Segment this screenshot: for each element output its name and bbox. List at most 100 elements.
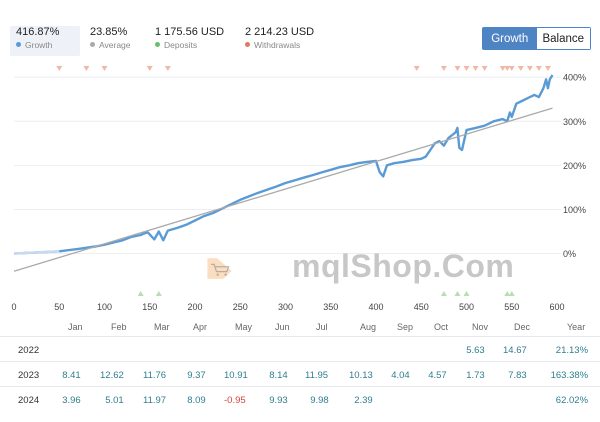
row-year: 2024 (18, 395, 40, 406)
y-tick-label: 0% (563, 249, 576, 259)
table-row: 2022 5.63 14.67 21.13% (0, 336, 600, 362)
withdrawals-dot-icon (245, 42, 250, 48)
chart-mode-toggle: Growth Balance (482, 27, 591, 50)
month-cell: 10.13 (349, 370, 373, 381)
month-cell: 11.76 (143, 370, 167, 381)
withdrawal-marker (56, 66, 63, 71)
stat-deposits-label: Deposits (155, 40, 197, 50)
month-cell: 5.63 (466, 345, 485, 356)
month-cell: 9.37 (187, 370, 206, 381)
stat-average[interactable]: 23.85% Average (90, 26, 150, 56)
month-cell: 7.83 (508, 370, 527, 381)
y-axis-ticks: 0% 100% 200% 300% 400% (563, 73, 586, 259)
stat-growth[interactable]: 416.87% Growth (10, 26, 80, 56)
x-tick-label: 150 (142, 302, 157, 312)
month-cell: 12.62 (100, 370, 124, 381)
x-tick-label: 500 (459, 302, 474, 312)
stat-growth-value: 416.87% (16, 26, 60, 38)
stat-withdrawals-label: Withdrawals (245, 40, 300, 50)
month-cell: -0.95 (224, 395, 246, 406)
deposit-marker (440, 291, 447, 296)
growth-line-early (13, 250, 60, 255)
withdrawal-marker (454, 66, 461, 71)
month-header-dec: Dec (514, 322, 531, 332)
withdrawal-marker (481, 66, 488, 71)
withdrawal-marker (164, 66, 171, 71)
growth-chart: 0% 100% 200% 300% 400% 0 50 100 150 200 250 300 350… (11, 66, 586, 312)
month-cell: 11.97 (143, 395, 167, 406)
deposit-marker (463, 291, 470, 296)
deposit-marker (504, 291, 511, 296)
month-cell: 10.91 (224, 370, 248, 381)
chart-grid (14, 76, 561, 255)
month-header-nov: Nov (472, 322, 489, 332)
month-header-aug: Aug (360, 322, 377, 332)
year-total-cell: 21.13% (555, 345, 589, 356)
table-header: Jan Feb Mar Apr May Jun Jul Aug Sep Oct Nov Dec Year (0, 314, 600, 336)
x-tick-label: 0 (11, 302, 16, 312)
stat-average-label: Average (90, 40, 131, 50)
month-cell: 5.01 (105, 395, 124, 406)
deposit-markers (137, 291, 515, 296)
x-tick-label: 400 (368, 302, 383, 312)
month-cell: 2.39 (354, 395, 373, 406)
y-tick-label: 200% (563, 161, 586, 171)
balance-toggle-button[interactable]: Balance (536, 28, 590, 49)
row-year: 2023 (18, 370, 40, 381)
year-total-cell: 62.02% (555, 395, 589, 406)
withdrawal-marker (499, 66, 506, 71)
withdrawal-marker (83, 66, 90, 71)
month-header-sep: Sep (397, 322, 414, 332)
y-tick-label: 400% (563, 73, 586, 83)
withdrawal-marker (526, 66, 533, 71)
month-cell: 8.41 (62, 370, 81, 381)
month-header-jul: Jul (316, 322, 328, 332)
withdrawal-marker (413, 66, 420, 71)
deposit-marker (508, 291, 515, 296)
withdrawal-marker (535, 66, 542, 71)
stat-deposits[interactable]: 1 175.56 USD Deposits (155, 26, 235, 56)
month-cell: 9.93 (269, 395, 288, 406)
y-tick-label: 300% (563, 117, 586, 127)
withdrawal-markers (56, 66, 551, 71)
withdrawal-marker (463, 66, 470, 71)
withdrawal-marker (544, 66, 551, 71)
withdrawal-marker (517, 66, 524, 71)
x-tick-label: 350 (323, 302, 338, 312)
x-tick-label: 550 (504, 302, 519, 312)
month-cell: 1.73 (466, 370, 485, 381)
withdrawal-marker (472, 66, 479, 71)
x-tick-label: 200 (187, 302, 202, 312)
stat-average-value: 23.85% (90, 26, 128, 38)
row-year: 2022 (18, 345, 40, 356)
year-total-cell: 163.38% (550, 370, 589, 381)
x-tick-label: 600 (549, 302, 564, 312)
x-axis-ticks: 0 50 100 150 200 250 300 350 400 450 500 550 600 (11, 302, 564, 312)
stat-growth-label: Growth (16, 40, 52, 50)
growth-line (13, 74, 554, 255)
watermark-logo (207, 258, 232, 279)
withdrawal-marker (146, 66, 153, 71)
month-header-feb: Feb (111, 322, 127, 332)
chart-series (13, 74, 554, 272)
growth-toggle-button[interactable]: Growth (483, 28, 537, 49)
stat-withdrawals-value: 2 214.23 USD (245, 26, 315, 38)
stat-withdrawals[interactable]: 2 214.23 USD Withdrawals (245, 26, 335, 56)
withdrawal-marker (504, 66, 511, 71)
month-cell: 8.09 (187, 395, 206, 406)
x-tick-label: 100 (97, 302, 112, 312)
growth-dot-icon (16, 42, 21, 48)
withdrawal-marker (508, 66, 515, 71)
x-tick-label: 250 (233, 302, 248, 312)
deposit-marker (155, 291, 162, 296)
table-row: 2023 8.41 12.62 11.76 9.37 10.91 8.14 11.95 10.1… (0, 361, 600, 387)
stat-deposits-value: 1 175.56 USD (155, 26, 225, 38)
month-header-year: Year (567, 322, 586, 332)
y-tick-label: 100% (563, 205, 586, 215)
month-cell: 4.04 (391, 370, 410, 381)
month-cell: 4.57 (428, 370, 447, 381)
deposit-marker (137, 291, 144, 296)
table-row: 2024 3.96 5.01 11.97 8.09 -0.95 9.93 9.98 2.39 62… (0, 386, 600, 412)
month-cell: 3.96 (62, 395, 81, 406)
month-header-oct: Oct (434, 322, 449, 332)
